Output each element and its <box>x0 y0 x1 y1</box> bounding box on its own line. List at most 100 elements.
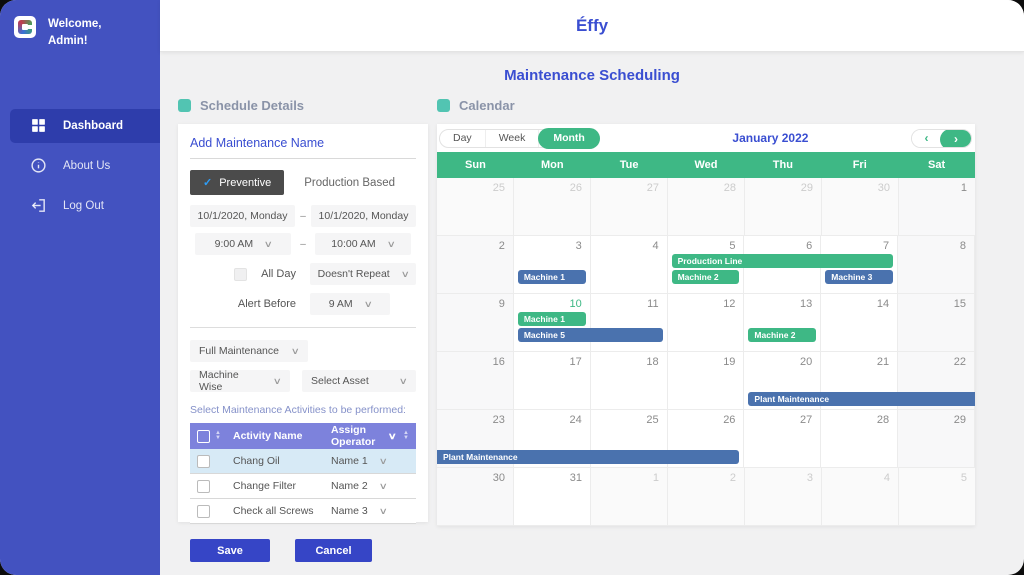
calendar-event[interactable]: Machine 1 <box>517 270 586 284</box>
chevron-down-icon[interactable]: ∨ <box>388 430 398 441</box>
date-number: 5 <box>960 472 967 484</box>
calendar-event[interactable]: Plant Maintenance <box>748 392 975 406</box>
dashboard-icon <box>30 117 47 134</box>
calendar-day-cell[interactable]: 26 <box>514 178 591 235</box>
view-tab-week[interactable]: Week <box>486 129 540 147</box>
start-time-select[interactable]: 9:00 AM ∨ <box>195 233 292 255</box>
date-number: 2 <box>729 472 736 484</box>
calendar-event[interactable]: Production Line <box>671 254 894 268</box>
asset-select[interactable]: Select Asset ∨ <box>302 370 416 392</box>
row-checkbox[interactable] <box>197 479 210 493</box>
date-number: 4 <box>883 472 890 484</box>
calendar-day-cell[interactable]: 27 <box>744 410 822 467</box>
calendar-day-cell[interactable]: 3 <box>745 468 822 525</box>
calendar-week: 30 31 1 2 3 4 5 <box>437 468 975 526</box>
date-number: 2 <box>498 240 505 252</box>
calendar-day-cell[interactable]: 12 <box>667 294 745 351</box>
view-tab-day[interactable]: Day <box>440 129 486 147</box>
table-row[interactable]: Check all Screws Name 3 ∨ <box>190 499 416 524</box>
logout-icon <box>30 197 47 214</box>
repeat-select[interactable]: Doesn't Repeat ∨ <box>310 263 416 285</box>
activity-name-cell: Change Filter <box>233 480 297 492</box>
chevron-down-icon: ∨ <box>291 345 301 356</box>
calendar-event[interactable]: Machine 5 <box>517 328 663 342</box>
production-based-tab[interactable]: Production Based <box>304 176 395 189</box>
maintenance-kind-select[interactable]: Full Maintenance ∨ <box>190 340 308 362</box>
calendar-day-cell[interactable]: 29 <box>898 410 976 467</box>
date-number: 15 <box>953 298 967 310</box>
calendar-day-cell[interactable]: 16 <box>437 352 514 409</box>
calendar-day-cell[interactable]: 30 <box>822 178 899 235</box>
end-date-field[interactable]: 10/1/2020, Monday <box>311 205 416 227</box>
preventive-tab[interactable]: ✓ Preventive <box>190 170 285 195</box>
all-day-label: All Day <box>261 268 296 280</box>
alert-time-select[interactable]: 9 AM ∨ <box>310 293 390 315</box>
calendar-controls: Day Week Month January 2022 ‹ › <box>437 124 975 152</box>
all-day-checkbox[interactable] <box>234 267 248 281</box>
calendar-day-cell[interactable]: 4 <box>590 236 668 293</box>
calendar-day-cell[interactable]: 27 <box>591 178 668 235</box>
date-number: 4 <box>652 240 659 252</box>
schedule-details-panel: Schedule Details Add Maintenance Name ✓ … <box>178 98 428 562</box>
calendar-day-cell[interactable]: 28 <box>821 410 899 467</box>
calendar-day-cell[interactable]: 30 <box>437 468 514 525</box>
teal-square-icon <box>437 99 450 112</box>
info-icon <box>30 157 47 174</box>
scope-select[interactable]: Machine Wise ∨ <box>190 369 290 393</box>
next-month-button[interactable]: › <box>940 129 971 147</box>
calendar-day-cell[interactable]: 3 <box>513 236 591 293</box>
calendar-event[interactable]: Machine 2 <box>748 328 817 342</box>
end-time-select[interactable]: 10:00 AM ∨ <box>314 233 411 255</box>
row-checkbox[interactable] <box>197 504 210 518</box>
sort-icon[interactable]: ▲ ▼ <box>403 430 409 441</box>
calendar-day-cell[interactable]: 14 <box>821 294 899 351</box>
calendar-day-cell[interactable]: 19 <box>667 352 745 409</box>
date-number: 14 <box>876 298 890 310</box>
sidebar-item-dashboard[interactable]: Dashboard <box>10 108 160 143</box>
save-button[interactable]: Save <box>190 539 270 562</box>
view-tab-month[interactable]: Month <box>538 127 600 149</box>
chevron-down-icon: ∨ <box>400 268 410 279</box>
calendar-day-cell[interactable]: 5 <box>899 468 975 525</box>
maintenance-name-input[interactable]: Add Maintenance Name <box>190 136 416 159</box>
prev-month-button[interactable]: ‹ <box>912 129 941 147</box>
table-row[interactable]: Change Filter Name 2 ∨ <box>190 474 416 499</box>
calendar-event[interactable]: Plant Maintenance <box>437 450 740 464</box>
calendar-day-cell[interactable]: 2 <box>668 468 745 525</box>
calendar-day-cell[interactable]: 28 <box>668 178 745 235</box>
welcome-text: Welcome, Admin! <box>48 18 102 48</box>
date-number: 13 <box>800 298 813 310</box>
calendar-day-cell[interactable]: 11 <box>590 294 668 351</box>
cancel-button[interactable]: Cancel <box>295 539 372 562</box>
operator-select[interactable]: Name 1 ∨ <box>331 455 388 467</box>
calendar-day-cell[interactable]: 2 <box>437 236 514 293</box>
calendar-day-cell[interactable]: 13 <box>744 294 822 351</box>
calendar-week: 25 26 27 28 29 30 1 <box>437 178 975 236</box>
main-content: Maintenance Scheduling Schedule Details … <box>160 52 1024 575</box>
calendar-day-cell[interactable]: 4 <box>822 468 899 525</box>
select-all-checkbox[interactable] <box>197 429 210 443</box>
sidebar-item-log-out[interactable]: Log Out <box>10 189 160 223</box>
calendar-panel: Calendar Day Week Month January 2022 ‹ › S… <box>437 98 976 526</box>
calendar-day-cell[interactable]: 25 <box>437 178 514 235</box>
calendar-day-cell[interactable]: 17 <box>513 352 591 409</box>
calendar-day-cell[interactable]: 8 <box>898 236 976 293</box>
calendar-day-cell[interactable]: 31 <box>514 468 591 525</box>
operator-select[interactable]: Name 3 ∨ <box>331 505 388 517</box>
calendar-day-cell[interactable]: 1 <box>899 178 975 235</box>
calendar-event[interactable]: Machine 2 <box>671 270 740 284</box>
operator-select[interactable]: Name 2 ∨ <box>331 480 388 492</box>
calendar-event[interactable]: Machine 1 <box>517 312 586 326</box>
calendar-day-cell[interactable]: 9 <box>437 294 514 351</box>
table-row[interactable]: Chang Oil Name 1 ∨ <box>190 449 416 474</box>
calendar-day-cell[interactable]: 1 <box>591 468 668 525</box>
sidebar-item-label: About Us <box>63 159 111 172</box>
sort-icon[interactable]: ▲ ▼ <box>215 430 221 441</box>
calendar-day-cell[interactable]: 18 <box>590 352 668 409</box>
calendar-event[interactable]: Machine 3 <box>825 270 894 284</box>
calendar-day-cell[interactable]: 15 <box>898 294 976 351</box>
calendar-day-cell[interactable]: 29 <box>745 178 822 235</box>
sidebar-item-about-us[interactable]: About Us <box>10 149 160 183</box>
start-date-field[interactable]: 10/1/2020, Monday <box>190 205 295 227</box>
row-checkbox[interactable] <box>197 454 210 468</box>
